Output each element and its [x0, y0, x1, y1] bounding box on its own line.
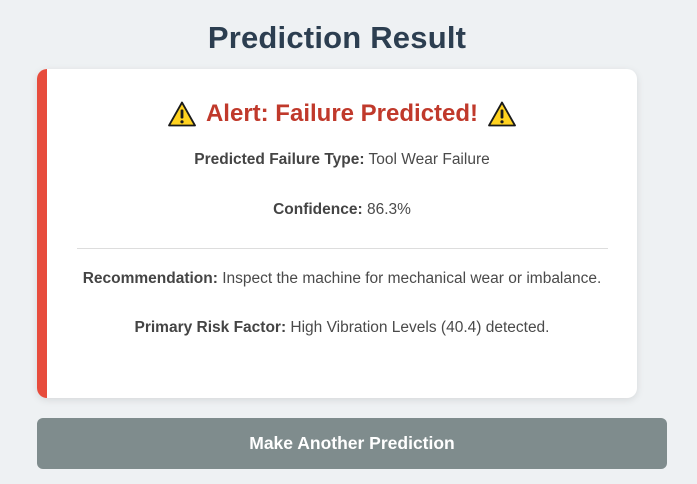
confidence-line: Confidence: 86.3% — [37, 201, 647, 219]
recommendation-value: Inspect the machine for mechanical wear … — [222, 270, 602, 287]
result-card — [37, 69, 637, 398]
alert-heading: Alert: Failure Predicted! — [0, 100, 684, 128]
failure-type-value: Tool Wear Failure — [368, 151, 490, 168]
risk-factor-value: High Vibration Levels (40.4) detected. — [290, 319, 550, 336]
warning-icon — [488, 101, 516, 127]
risk-factor-label: Primary Risk Factor: — [134, 319, 287, 336]
recommendation-line: Recommendation: Inspect the machine for … — [37, 270, 647, 288]
failure-type-label: Predicted Failure Type: — [194, 151, 365, 168]
make-another-prediction-button[interactable]: Make Another Prediction — [37, 418, 667, 469]
confidence-label: Confidence: — [273, 201, 363, 218]
confidence-value: 86.3% — [366, 201, 411, 218]
card-accent-bar — [37, 69, 47, 398]
recommendation-label: Recommendation: — [82, 270, 218, 287]
alert-title: Alert: Failure Predicted! — [205, 100, 479, 127]
failure-type-line: Predicted Failure Type: Tool Wear Failur… — [37, 151, 647, 169]
divider — [77, 248, 608, 249]
risk-factor-line: Primary Risk Factor: High Vibration Leve… — [37, 319, 647, 337]
page-title: Prediction Result — [207, 20, 467, 55]
warning-icon — [168, 101, 196, 127]
